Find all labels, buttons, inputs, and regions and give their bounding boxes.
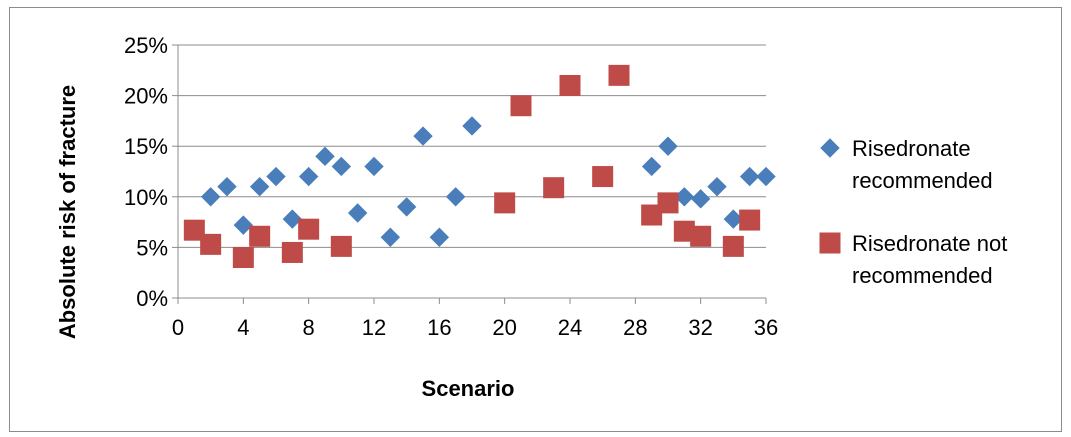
series-risedronate-not-recommended [183, 64, 761, 269]
diamond-point-6 [298, 166, 319, 187]
y-tick-label-2: 10% [124, 185, 168, 210]
chart-frame [9, 7, 1062, 432]
square-point-0 [183, 219, 205, 241]
diamond-point-15 [445, 187, 466, 207]
x-tick-label-5: 20 [492, 315, 516, 340]
x-tick-label-9: 36 [754, 315, 778, 340]
square-point-17 [722, 235, 744, 257]
diamond-point-13 [413, 126, 433, 146]
diamond-point-24 [756, 166, 776, 187]
legend-item-0: Risedronate recommended [820, 136, 993, 193]
series-risedronate-recommended [200, 116, 776, 247]
square-point-4 [281, 241, 303, 263]
diamond-point-9 [347, 203, 368, 223]
diamond-point-17 [641, 156, 662, 177]
legend-item-1: Risedronate not recommended [819, 231, 1007, 288]
x-tick-label-7: 28 [623, 315, 647, 340]
diamond-point-4 [266, 166, 286, 187]
diamond-point-20 [690, 189, 711, 209]
diamond-point-12 [396, 197, 417, 217]
square-point-3 [249, 225, 271, 247]
legend: Risedronate recommended Risedronate not rec… [819, 136, 1007, 288]
square-point-14 [657, 192, 679, 214]
legend-label-1-line-1: recommended [852, 263, 993, 288]
y-tick-label-3: 15% [124, 134, 168, 159]
square-point-1 [200, 233, 222, 255]
legend-label-0-line-0: Risedronate [852, 136, 971, 161]
x-tick-label-1: 4 [237, 315, 249, 340]
square-point-11 [592, 166, 614, 188]
diamond-point-14 [429, 227, 450, 247]
x-axis-title: Scenario [422, 376, 515, 401]
data-points [183, 64, 776, 269]
square-point-12 [608, 64, 630, 86]
diamond-point-21 [707, 176, 727, 197]
diamond-point-11 [380, 227, 401, 247]
y-tick-label-4: 20% [124, 84, 168, 109]
square-point-18 [739, 209, 761, 231]
x-tick-label-8: 32 [688, 315, 712, 340]
diamond-point-7 [315, 146, 335, 167]
diamond-point-23 [739, 166, 760, 187]
square-point-16 [690, 225, 712, 247]
x-tick-label-6: 24 [558, 315, 582, 340]
square-point-7 [494, 192, 516, 214]
gridlines [178, 44, 766, 248]
y-tick-label-5: 25% [124, 33, 168, 58]
legend-label-0-line-1: recommended [852, 168, 993, 193]
diamond-point-1 [217, 176, 237, 197]
diamond-point-0 [200, 187, 221, 207]
legend-label-1-line-0: Risedronate not [852, 231, 1007, 256]
y-tick-label-1: 5% [136, 235, 168, 260]
legend-marker-1 [819, 232, 841, 254]
square-point-5 [298, 218, 320, 240]
diamond-point-8 [331, 156, 352, 177]
x-tick-label-4: 16 [427, 315, 451, 340]
diamond-point-5 [282, 209, 303, 229]
y-tick-labels: 0% 5% 10% 15% 20% 25% [124, 33, 168, 311]
y-axis-title: Absolute risk of fracture [55, 85, 80, 339]
x-tick-labels: 0 4 8 12 16 20 24 28 32 36 [172, 315, 778, 340]
x-tick-label-3: 12 [362, 315, 386, 340]
diamond-point-2 [233, 215, 254, 235]
square-point-13 [641, 204, 663, 226]
diamond-point-16 [462, 116, 482, 136]
square-point-9 [543, 177, 565, 199]
diamond-point-18 [658, 136, 678, 156]
square-point-10 [559, 74, 581, 96]
diamond-point-3 [249, 176, 270, 197]
x-tick-label-0: 0 [172, 315, 184, 340]
axes [172, 44, 767, 304]
legend-marker-0 [820, 138, 840, 158]
square-point-6 [330, 235, 352, 257]
x-tick-label-2: 8 [303, 315, 315, 340]
y-tick-label-0: 0% [136, 286, 168, 311]
square-point-2 [232, 247, 254, 269]
square-point-8 [510, 95, 532, 117]
diamond-point-10 [364, 156, 384, 177]
